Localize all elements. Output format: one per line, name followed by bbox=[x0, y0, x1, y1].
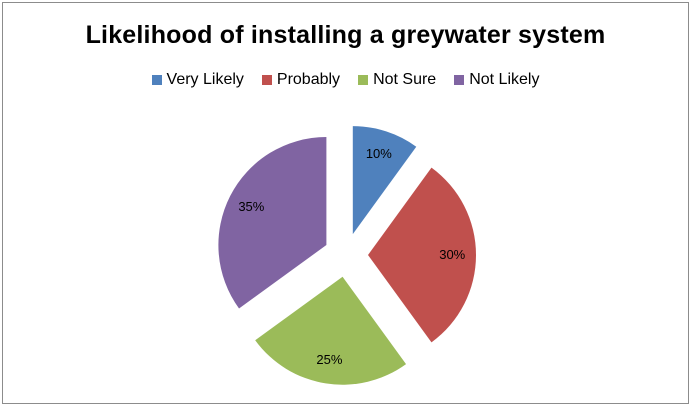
pie-slice-not-likely bbox=[218, 137, 327, 309]
legend-label-very-likely: Very Likely bbox=[166, 71, 244, 88]
slice-label-not-sure: 25% bbox=[316, 352, 342, 367]
pie-slice-not-sure bbox=[255, 276, 407, 385]
legend-item-very-likely: Very Likely bbox=[151, 71, 244, 89]
legend-label-not-sure: Not Sure bbox=[373, 71, 437, 88]
chart-legend: Very Likely Probably Not Sure Not Likely bbox=[3, 71, 688, 89]
legend-item-not-sure: Not Sure bbox=[358, 71, 436, 89]
pie-slice-probably bbox=[368, 167, 476, 343]
slice-label-not-likely: 35% bbox=[238, 199, 264, 214]
legend-item-not-likely: Not Likely bbox=[454, 71, 539, 89]
slice-label-probably: 30% bbox=[439, 247, 465, 262]
legend-swatch-probably bbox=[261, 75, 272, 85]
legend-item-probably: Probably bbox=[261, 71, 341, 89]
slice-label-very-likely: 10% bbox=[366, 146, 392, 161]
legend-swatch-not-likely bbox=[454, 75, 465, 85]
legend-swatch-very-likely bbox=[151, 75, 162, 85]
legend-swatch-not-sure bbox=[358, 75, 369, 85]
pie-slice-very-likely bbox=[352, 126, 417, 235]
legend-label-not-likely: Not Likely bbox=[469, 71, 540, 88]
legend-label-probably: Probably bbox=[276, 71, 341, 88]
chart-title: Likelihood of installing a greywater sys… bbox=[85, 21, 606, 49]
